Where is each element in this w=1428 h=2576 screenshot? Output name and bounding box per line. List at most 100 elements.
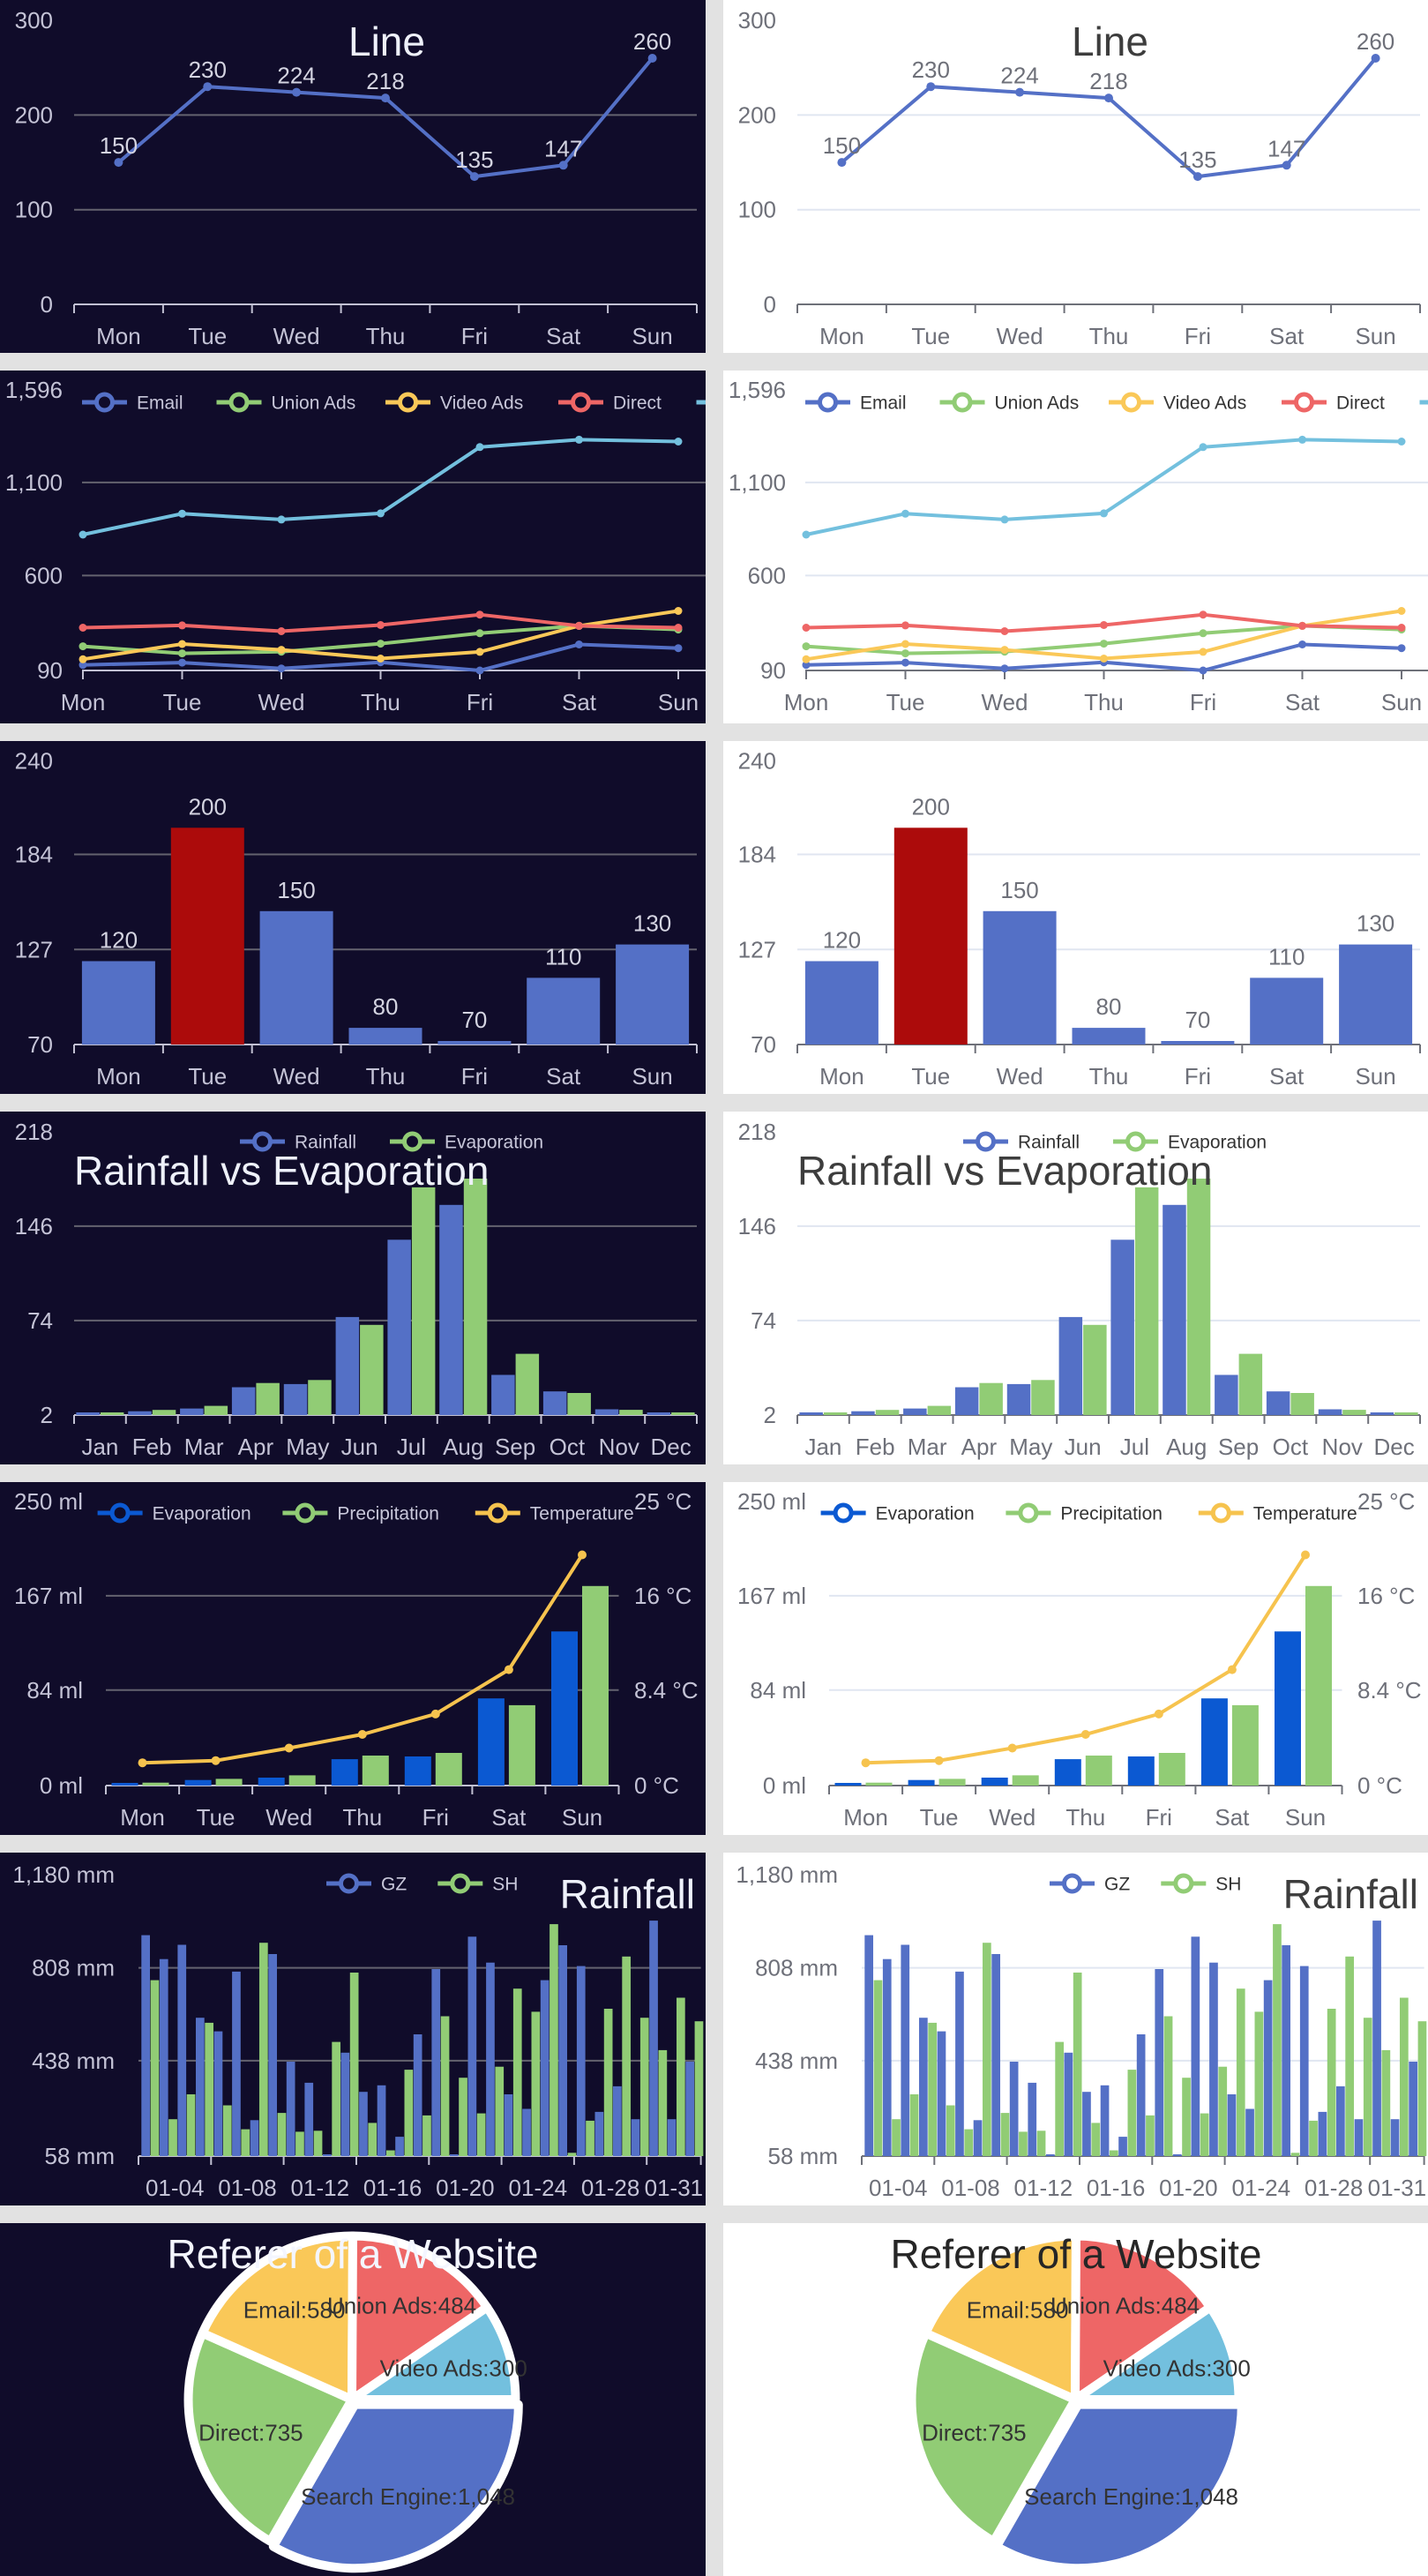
svg-text:Fri: Fri xyxy=(1146,1804,1172,1831)
svg-text:250 ml: 250 ml xyxy=(14,1488,83,1515)
svg-text:Sat: Sat xyxy=(1215,1804,1250,1831)
svg-text:70: 70 xyxy=(1185,1007,1210,1033)
svg-text:150: 150 xyxy=(1000,877,1038,903)
svg-text:200: 200 xyxy=(738,101,776,128)
svg-text:1,596: 1,596 xyxy=(729,377,786,403)
svg-text:Wed: Wed xyxy=(265,1804,312,1831)
svg-text:58 mm: 58 mm xyxy=(768,2143,838,2169)
svg-text:Mon: Mon xyxy=(61,689,106,715)
svg-text:Sun: Sun xyxy=(1381,689,1422,715)
svg-text:147: 147 xyxy=(544,135,582,161)
svg-text:Email:580: Email:580 xyxy=(243,2297,346,2324)
svg-text:120: 120 xyxy=(100,927,138,954)
svg-text:Thu: Thu xyxy=(1084,689,1124,715)
svg-text:Jan: Jan xyxy=(804,1434,841,1460)
svg-text:01-31: 01-31 xyxy=(1368,2175,1427,2201)
svg-text:Fri: Fri xyxy=(467,689,493,715)
svg-text:Sat: Sat xyxy=(546,323,581,349)
svg-text:Search Engine:1,048: Search Engine:1,048 xyxy=(1024,2483,1238,2510)
svg-text:90: 90 xyxy=(760,657,786,684)
svg-text:Evaporation: Evaporation xyxy=(153,1503,251,1524)
svg-text:25 °C: 25 °C xyxy=(1357,1488,1415,1515)
svg-text:218: 218 xyxy=(366,68,404,94)
svg-text:Jun: Jun xyxy=(1065,1434,1102,1460)
svg-text:808 mm: 808 mm xyxy=(32,1955,115,1981)
svg-text:150: 150 xyxy=(100,132,138,159)
svg-text:Sun: Sun xyxy=(632,1063,672,1090)
svg-text:Precipitation: Precipitation xyxy=(337,1503,439,1524)
svg-text:150: 150 xyxy=(823,132,861,159)
svg-text:Fri: Fri xyxy=(422,1804,449,1831)
svg-text:Referer of a Website: Referer of a Website xyxy=(890,2231,1261,2277)
svg-text:Fri: Fri xyxy=(1185,1063,1211,1090)
svg-text:Nov: Nov xyxy=(599,1434,639,1460)
svg-text:Sun: Sun xyxy=(1355,323,1395,349)
svg-text:25 °C: 25 °C xyxy=(634,1488,692,1515)
svg-text:Aug: Aug xyxy=(1166,1434,1207,1460)
svg-text:Fri: Fri xyxy=(1190,689,1216,715)
svg-text:127: 127 xyxy=(738,936,776,962)
svg-text:Union Ads: Union Ads xyxy=(272,393,356,413)
svg-text:224: 224 xyxy=(1000,63,1038,89)
svg-text:230: 230 xyxy=(912,56,950,83)
svg-text:01-28: 01-28 xyxy=(1305,2175,1364,2201)
svg-text:Temperature: Temperature xyxy=(1253,1503,1357,1524)
svg-text:01-04: 01-04 xyxy=(869,2175,928,2201)
svg-text:167 ml: 167 ml xyxy=(737,1583,806,1609)
svg-text:135: 135 xyxy=(455,146,493,173)
svg-text:147: 147 xyxy=(1267,135,1305,161)
svg-text:Mar: Mar xyxy=(908,1434,947,1460)
svg-text:1,100: 1,100 xyxy=(729,469,786,496)
svg-text:01-20: 01-20 xyxy=(436,2175,495,2201)
svg-text:Mon: Mon xyxy=(843,1804,888,1831)
svg-text:Email: Email xyxy=(137,393,183,413)
svg-text:438 mm: 438 mm xyxy=(755,2048,838,2074)
svg-text:Mon: Mon xyxy=(819,323,864,349)
svg-text:70: 70 xyxy=(461,1007,487,1033)
svg-text:Mon: Mon xyxy=(96,1063,141,1090)
svg-text:135: 135 xyxy=(1178,146,1216,173)
svg-text:146: 146 xyxy=(15,1213,53,1239)
svg-text:01-28: 01-28 xyxy=(581,2175,640,2201)
svg-text:Wed: Wed xyxy=(273,323,320,349)
svg-text:74: 74 xyxy=(751,1307,776,1334)
svg-text:Wed: Wed xyxy=(258,689,305,715)
svg-text:Thu: Thu xyxy=(366,1063,406,1090)
svg-text:Thu: Thu xyxy=(1089,1063,1129,1090)
svg-text:Evaporation: Evaporation xyxy=(876,1503,975,1524)
svg-text:Jan: Jan xyxy=(81,1434,118,1460)
svg-text:Thu: Thu xyxy=(1089,323,1129,349)
svg-text:300: 300 xyxy=(15,7,53,34)
svg-text:230: 230 xyxy=(189,56,227,83)
svg-text:Mon: Mon xyxy=(784,689,829,715)
svg-text:Email: Email xyxy=(860,393,907,413)
svg-text:01-16: 01-16 xyxy=(363,2175,422,2201)
svg-text:0: 0 xyxy=(41,291,53,318)
svg-text:Thu: Thu xyxy=(366,323,406,349)
svg-text:84 ml: 84 ml xyxy=(26,1677,83,1704)
svg-text:0: 0 xyxy=(764,291,776,318)
svg-text:Thu: Thu xyxy=(361,689,400,715)
svg-text:May: May xyxy=(286,1434,329,1460)
svg-text:Rainfall: Rainfall xyxy=(1018,1132,1080,1152)
svg-text:80: 80 xyxy=(373,993,399,1020)
svg-text:130: 130 xyxy=(1357,910,1394,937)
svg-text:110: 110 xyxy=(545,943,581,970)
svg-text:Temperature: Temperature xyxy=(530,1503,634,1524)
svg-text:100: 100 xyxy=(15,197,53,223)
svg-text:Apr: Apr xyxy=(961,1434,998,1460)
svg-text:Jul: Jul xyxy=(1120,1434,1149,1460)
svg-text:Tue: Tue xyxy=(920,1804,959,1831)
svg-text:Sun: Sun xyxy=(1355,1063,1395,1090)
svg-text:Jul: Jul xyxy=(397,1434,426,1460)
svg-text:260: 260 xyxy=(633,28,671,55)
svg-text:Union Ads: Union Ads xyxy=(995,393,1080,413)
svg-text:Direct:735: Direct:735 xyxy=(922,2419,1027,2445)
svg-text:127: 127 xyxy=(15,936,53,962)
svg-text:Precipitation: Precipitation xyxy=(1060,1503,1163,1524)
svg-text:Dec: Dec xyxy=(650,1434,691,1460)
svg-text:130: 130 xyxy=(633,910,671,937)
svg-text:Feb: Feb xyxy=(856,1434,895,1460)
svg-text:Rainfall: Rainfall xyxy=(560,1871,695,1917)
svg-text:Evaporation: Evaporation xyxy=(445,1132,543,1152)
